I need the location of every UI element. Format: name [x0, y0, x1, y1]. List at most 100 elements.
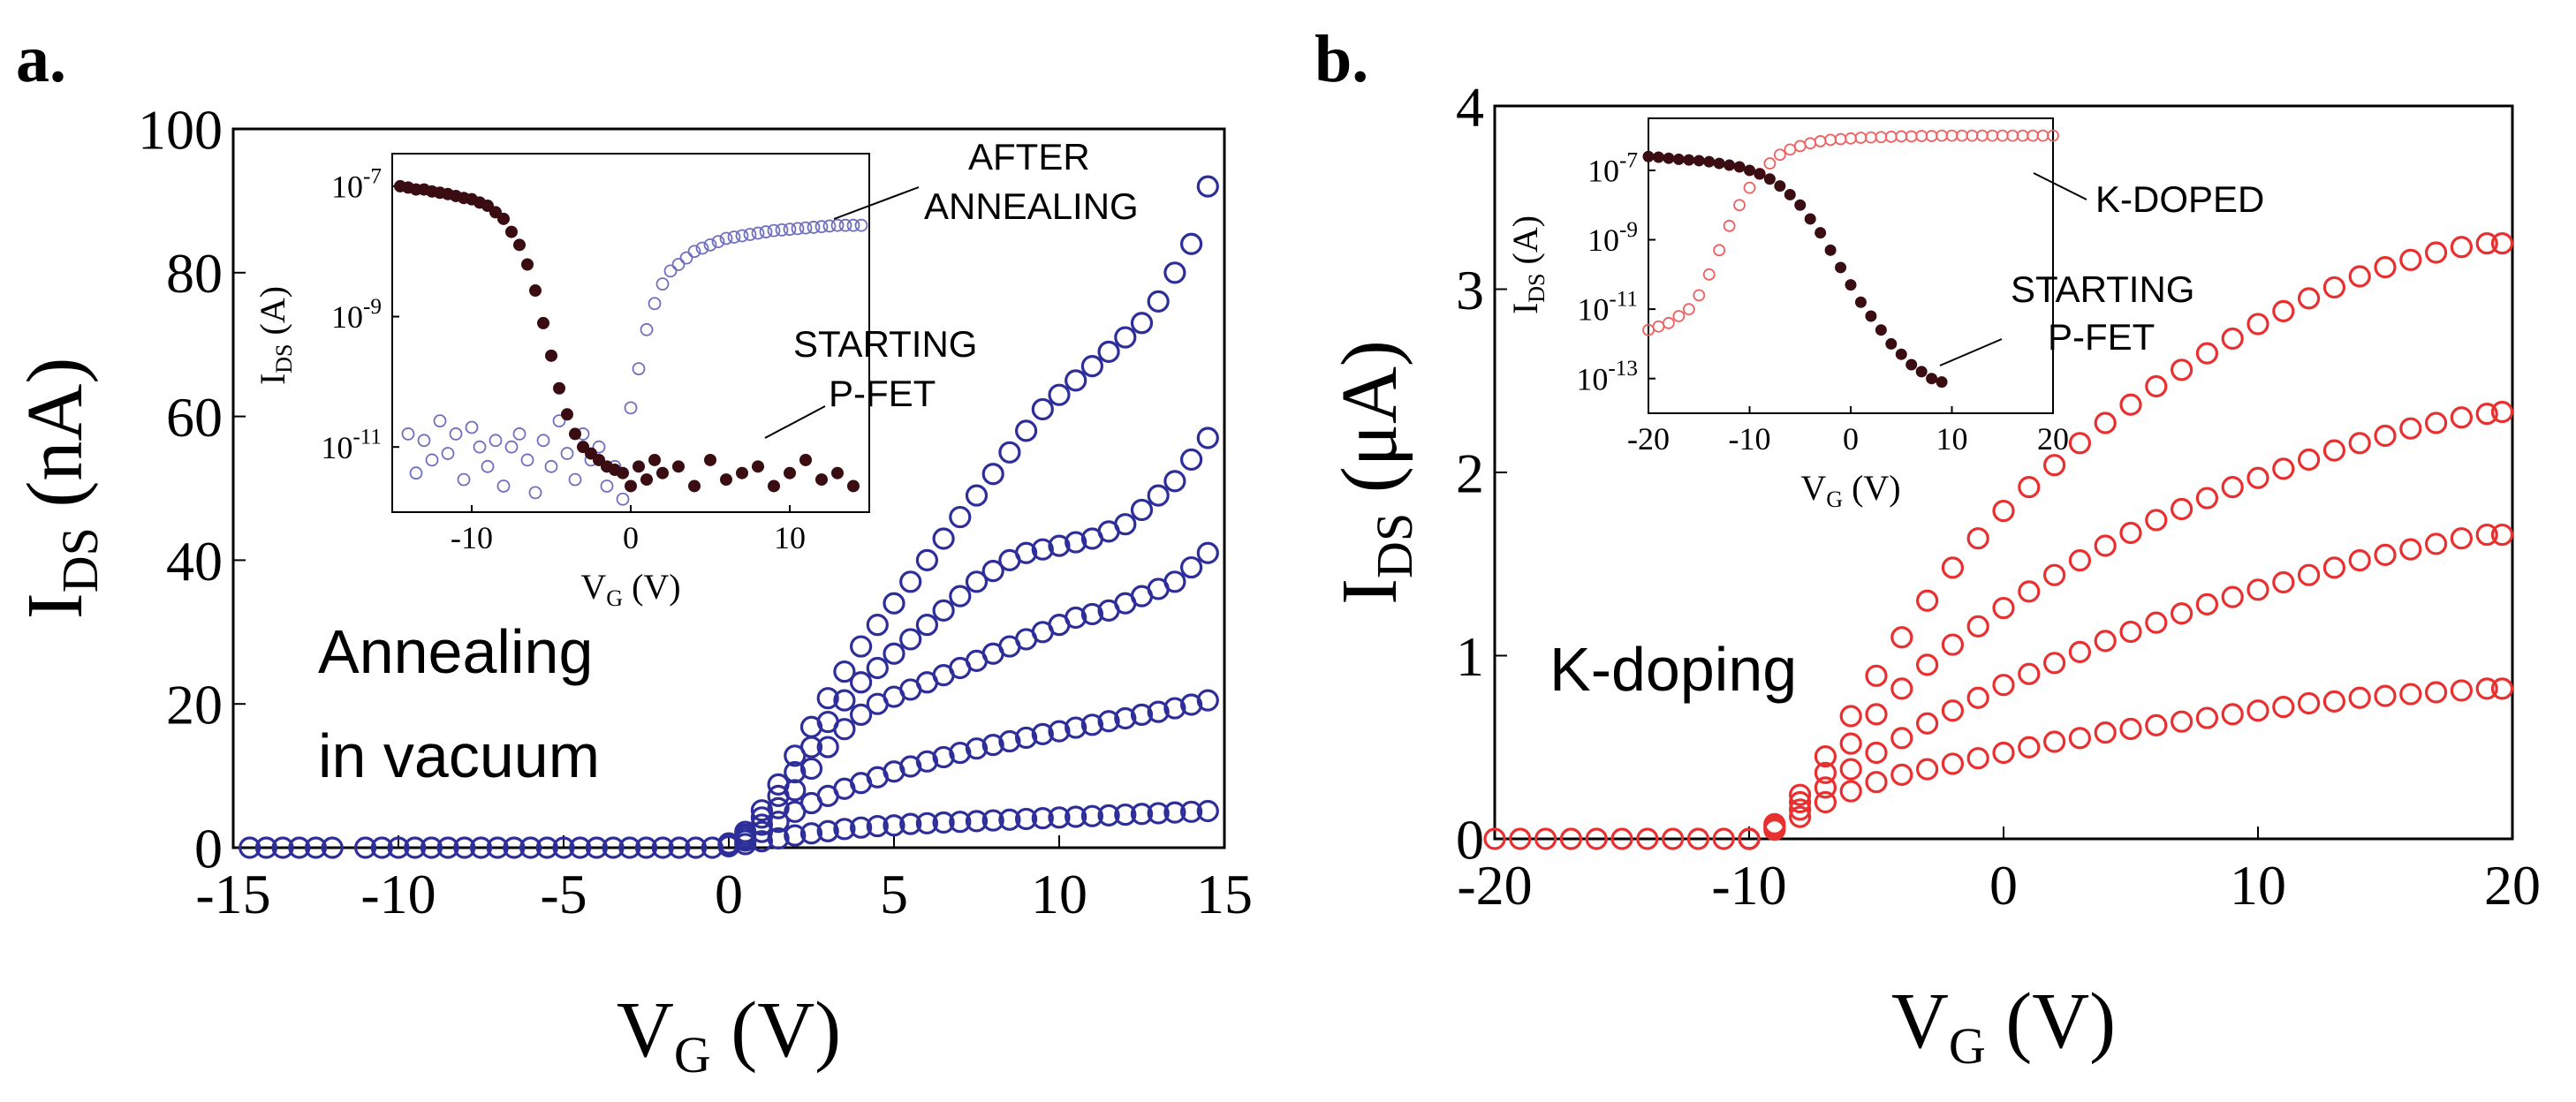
point-a-main-s0-34: [816, 819, 839, 842]
point-b-main-s3-28: [2450, 236, 2473, 259]
point-a-inset-s0-8: [465, 420, 479, 434]
point-a-main-s4-1: [734, 820, 757, 843]
point-a-main-s0-3: [288, 836, 311, 859]
point-b-main-s2-9: [1966, 615, 1989, 638]
point-b-main-s1-10: [1992, 674, 2015, 697]
legend-b-kdoped-pointer: [2033, 172, 2087, 200]
legend-b-kdoped: K-DOPED: [2095, 178, 2264, 220]
point-b-main-s0-17: [1916, 758, 1939, 781]
point-b-main-s3-20: [2246, 313, 2269, 336]
point-b-main-s1-27: [2425, 532, 2448, 555]
point-a-inset-s1-12: [489, 206, 502, 219]
point-b-main-s2-4: [1839, 732, 1862, 755]
point-a-main-s4-12: [915, 548, 939, 572]
point-b-main-s3-29: [2475, 232, 2498, 255]
point-b-inset-s1-2: [1663, 152, 1675, 164]
point-a-main-s4-8: [849, 635, 873, 658]
point-b-main-s3-5: [1865, 664, 1888, 687]
point-a-inset-s0-49: [791, 222, 805, 236]
point-b-main-s0-25: [2119, 717, 2142, 741]
point-a-main-s4-5: [799, 715, 823, 738]
point-a-main-s0-4: [304, 836, 328, 859]
point-b-inset-s1-28: [1926, 373, 1938, 385]
point-a-main-s0-35: [833, 818, 856, 841]
point-b-main-s2-27: [2425, 411, 2448, 434]
point-a-inset-s1-34: [672, 460, 685, 473]
point-b-main-s1-28: [2450, 527, 2473, 550]
point-a-inset-s0-21: [568, 472, 582, 487]
point-b-inset-s0-40: [2047, 129, 2059, 142]
xtick-label-b-inset-2: 0: [1843, 421, 1859, 457]
point-a-main-s0-12: [453, 836, 476, 859]
xtick-label-a-main-4: 5: [880, 863, 908, 925]
point-a-inset-s0-18: [544, 459, 558, 473]
point-a-main-s0-49: [1064, 805, 1087, 828]
point-b-inset-s0-5: [1693, 289, 1706, 302]
point-b-main-s1-14: [2094, 630, 2117, 653]
point-b-main-s3-27: [2425, 241, 2448, 264]
point-a-main-s4-28: [1179, 232, 1203, 255]
point-b-main-s1-12: [2043, 652, 2066, 675]
point-a-inset-s1-45: [847, 479, 860, 493]
point-a-main-s0-26: [684, 836, 708, 859]
ytick-label-a-main-1: 20: [166, 674, 223, 736]
point-b-main-s0-35: [2374, 684, 2397, 707]
ytick-label-a-main-2: 40: [166, 530, 223, 593]
point-a-main-s0-45: [998, 808, 1021, 831]
point-b-main-s3-13: [2068, 432, 2091, 455]
chart-b-inset: -20 -10 0 10 20 10-13 10-11 10-9 10-7 VG (V) IDS…: [1505, 117, 2264, 512]
point-b-main-s1-4: [1839, 758, 1862, 781]
point-a-main-s0-37: [866, 814, 889, 838]
point-a-main-s3-27: [1163, 470, 1186, 493]
point-a-inset-s1-14: [505, 225, 518, 238]
point-a-inset-s0-28: [624, 401, 638, 415]
point-a-inset-s0-16: [528, 486, 542, 500]
point-a-inset-s0-9: [473, 440, 487, 454]
point-b-inset-s1-8: [1724, 159, 1736, 171]
point-a-inset-s0-24: [592, 440, 606, 454]
point-a-main-s2-5: [799, 757, 823, 781]
point-a-inset-s0-46: [767, 223, 781, 238]
point-b-main-s2-8: [1941, 633, 1964, 656]
point-b-main-s0-23: [2068, 727, 2091, 750]
point-a-main-s3-15: [965, 570, 989, 593]
point-a-main-s4-20: [1048, 383, 1071, 406]
xtick-label-b-inset-4: 20: [2037, 421, 2069, 457]
point-a-main-s0-52: [1114, 803, 1137, 826]
point-a-inset-s0-45: [759, 225, 773, 238]
legend-a-pfet-1: STARTING: [793, 323, 977, 365]
point-a-main-s0-53: [1130, 803, 1154, 826]
point-a-main-s0-19: [569, 836, 592, 859]
point-a-inset-s1-39: [752, 460, 764, 473]
point-a-inset-s1-41: [784, 466, 796, 479]
legend-a-after-1: AFTER: [968, 136, 1090, 177]
point-b-inset-s1-26: [1905, 359, 1918, 371]
point-a-inset-s1-19: [545, 349, 557, 362]
point-b-main-s3-3: [1814, 745, 1837, 768]
point-b-inset-s1-10: [1744, 164, 1755, 177]
point-b-inset-s1-13: [1774, 180, 1786, 192]
point-a-main-s4-22: [1080, 355, 1104, 378]
point-b-main-s1-19: [2221, 585, 2244, 608]
point-a-inset-s1-44: [831, 466, 844, 479]
point-a-inset-s0-3: [425, 453, 439, 467]
point-b-inset-s1-29: [1936, 376, 1948, 389]
point-a-main-s3-9: [866, 656, 889, 680]
point-b-main-s2-11: [2018, 580, 2041, 603]
point-b-inset-s0-4: [1682, 303, 1695, 316]
xtick-label-b-main-1: -10: [1711, 854, 1786, 917]
point-a-inset-s0-52: [814, 220, 829, 234]
point-b-inset-s1-6: [1703, 155, 1716, 168]
point-a-inset-s1-31: [640, 473, 653, 487]
point-b-main-s3-0: [1738, 827, 1761, 850]
ytick-label-b-main-4: 4: [1456, 75, 1484, 138]
point-b-main-s1-26: [2399, 538, 2422, 561]
point-a-main-s3-19: [1031, 538, 1054, 561]
point-a-main-s3-8: [849, 671, 873, 694]
point-b-inset-s0-10: [1743, 181, 1756, 194]
point-a-main-s4-6: [816, 687, 839, 710]
point-b-main-s2-2: [1788, 790, 1812, 814]
point-a-main-s0-7: [370, 836, 393, 859]
ytick-label-b-inset-1: 10-11: [1577, 288, 1638, 328]
point-b-main-s1-5: [1865, 741, 1888, 765]
